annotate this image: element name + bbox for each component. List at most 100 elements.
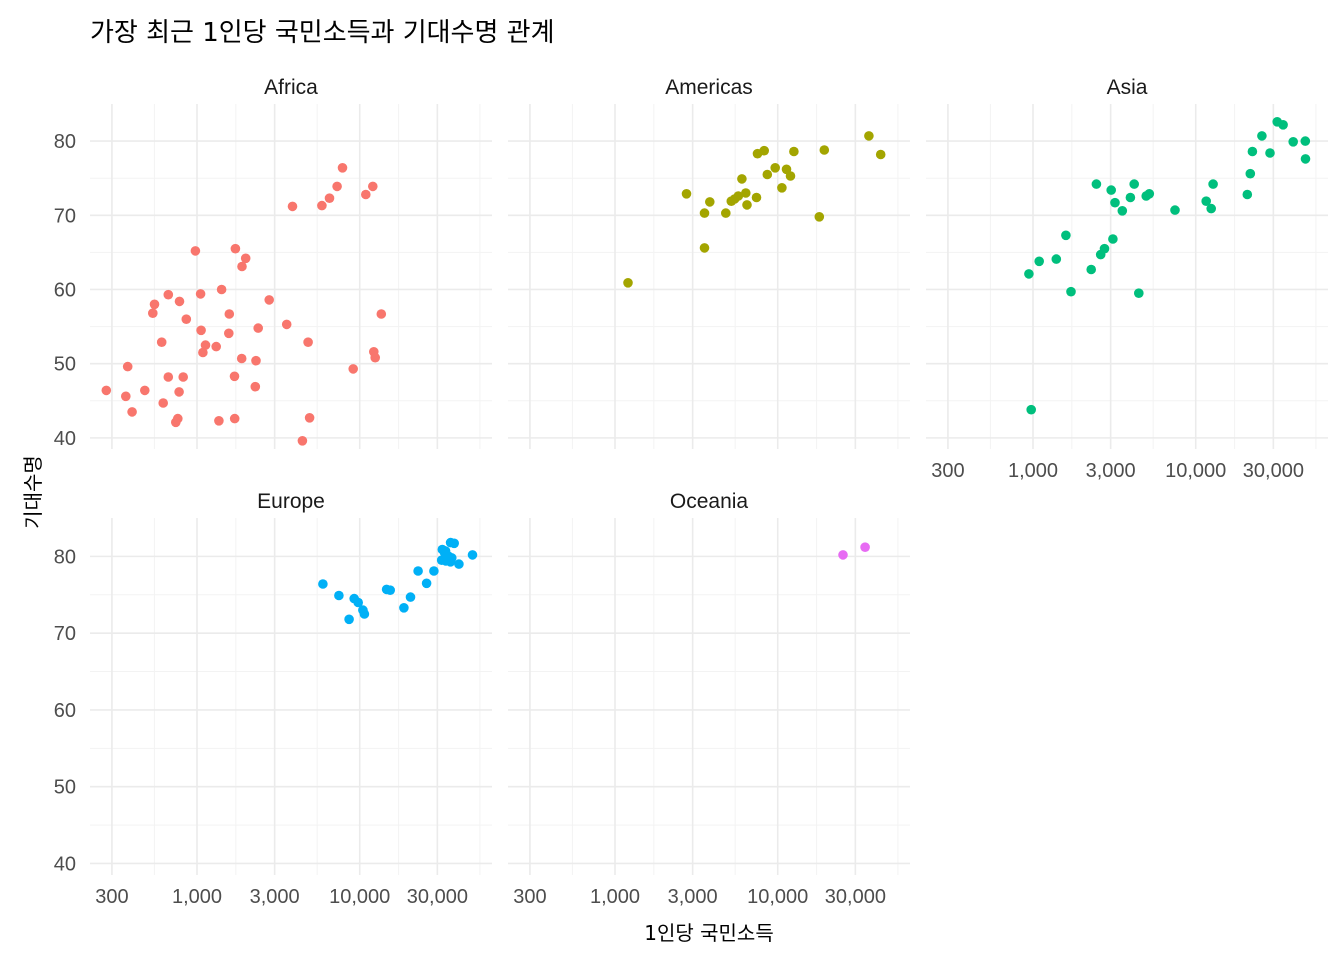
data-point-africa <box>230 243 241 254</box>
x-tick-label: 10,000 <box>1165 460 1226 482</box>
data-point-africa <box>200 340 211 350</box>
data-point-africa <box>250 381 261 392</box>
data-point-africa <box>195 289 206 299</box>
data-point-africa <box>253 323 263 333</box>
data-point-africa <box>224 328 234 339</box>
data-point-europe <box>353 597 364 608</box>
data-point-africa <box>190 246 201 256</box>
data-point-africa <box>211 341 221 352</box>
data-point-americas <box>819 145 830 155</box>
data-point-africa <box>156 337 167 348</box>
data-point-asia <box>1300 154 1311 164</box>
x-tick-label: 3,000 <box>668 886 718 908</box>
x-tick-label: 10,000 <box>747 886 808 908</box>
data-point-africa <box>361 189 371 200</box>
data-point-africa <box>140 385 150 396</box>
data-point-asia <box>1106 185 1116 195</box>
data-point-americas <box>741 188 751 198</box>
data-point-americas <box>789 146 799 157</box>
data-point-americas <box>814 212 825 222</box>
x-tick-label: 10,000 <box>329 886 390 908</box>
data-point-africa <box>264 295 275 305</box>
data-point-americas <box>737 174 747 184</box>
panel-europe: Europe 40 50 60 70 80 300 1,000 3,000 10,000 30,00… <box>54 490 492 908</box>
x-tick-label: 1,000 <box>1008 460 1058 482</box>
data-point-asia <box>1257 131 1267 141</box>
data-point-africa <box>158 398 168 408</box>
data-point-africa <box>101 385 112 396</box>
y-axis-label: 기대수명 <box>21 455 45 529</box>
data-point-africa <box>251 355 261 366</box>
y-tick-label: 50 <box>54 777 76 799</box>
data-point-asia <box>1117 206 1128 216</box>
data-point-asia <box>1129 179 1139 189</box>
facet-label-americas: Americas <box>665 76 753 99</box>
data-point-americas <box>751 192 762 203</box>
data-point-asia <box>1091 179 1102 189</box>
data-point-africa <box>122 361 133 372</box>
x-tick-label: 300 <box>931 460 964 482</box>
data-point-africa <box>376 309 387 319</box>
data-point-africa <box>149 299 160 310</box>
data-point-asia <box>1300 136 1311 146</box>
x-tick-label: 3,000 <box>1086 460 1136 482</box>
x-tick-label: 30,000 <box>825 886 886 908</box>
data-point-asia <box>1024 269 1034 279</box>
data-point-africa <box>127 407 137 417</box>
data-point-europe <box>385 585 396 595</box>
data-point-americas <box>762 169 773 180</box>
facet-label-oceania: Oceania <box>670 490 749 513</box>
data-point-europe <box>344 614 354 625</box>
data-point-africa <box>229 371 240 382</box>
data-point-africa <box>216 284 227 295</box>
data-point-americas <box>699 208 710 218</box>
x-tick-label: 300 <box>513 886 546 908</box>
data-point-africa <box>178 372 188 382</box>
data-point-asia <box>1265 148 1275 158</box>
panel-africa: Africa 40 50 60 70 80 <box>54 76 492 450</box>
panel-asia: Asia 300 1,000 3,000 10,000 30,000 <box>926 76 1328 482</box>
data-point-africa <box>163 372 174 382</box>
data-point-africa <box>337 163 348 173</box>
y-tick-label: 40 <box>54 853 76 875</box>
data-point-africa <box>196 325 206 336</box>
data-point-americas <box>785 171 796 181</box>
data-point-asia <box>1051 254 1062 264</box>
panel-oceania: Oceania 300 1,000 3,000 10,000 30,000 <box>508 490 910 908</box>
data-point-europe <box>454 559 464 569</box>
data-point-africa <box>148 308 158 319</box>
data-point-oceania <box>838 550 848 560</box>
data-point-americas <box>705 197 715 207</box>
x-tick-label: 3,000 <box>250 886 300 908</box>
y-tick-label: 50 <box>54 354 76 376</box>
data-point-europe <box>334 590 344 601</box>
data-point-americas <box>623 278 633 288</box>
data-point-asia <box>1086 264 1096 275</box>
data-point-americas <box>733 191 744 201</box>
data-point-africa <box>370 352 381 363</box>
data-point-asia <box>1242 189 1253 200</box>
data-point-asia <box>1026 404 1036 415</box>
y-tick-label: 60 <box>54 279 76 301</box>
data-point-asia <box>1201 196 1211 206</box>
data-point-asia <box>1125 192 1136 203</box>
data-point-asia <box>1099 243 1110 254</box>
data-point-asia <box>1066 286 1076 297</box>
y-tick-label: 80 <box>54 546 76 568</box>
facet-label-asia: Asia <box>1107 76 1148 99</box>
x-tick-label: 300 <box>95 886 128 908</box>
data-point-asia <box>1288 137 1298 147</box>
data-point-europe <box>359 609 370 619</box>
data-point-africa <box>303 337 313 348</box>
facet-label-africa: Africa <box>264 76 318 99</box>
x-tick-label: 1,000 <box>172 886 222 908</box>
data-point-americas <box>721 208 731 218</box>
data-point-africa <box>287 201 298 212</box>
data-point-europe <box>447 553 457 563</box>
data-point-asia <box>1208 179 1218 189</box>
data-point-africa <box>198 347 208 358</box>
data-point-oceania <box>860 542 870 552</box>
data-point-europe <box>449 538 460 549</box>
data-point-africa <box>229 413 240 424</box>
